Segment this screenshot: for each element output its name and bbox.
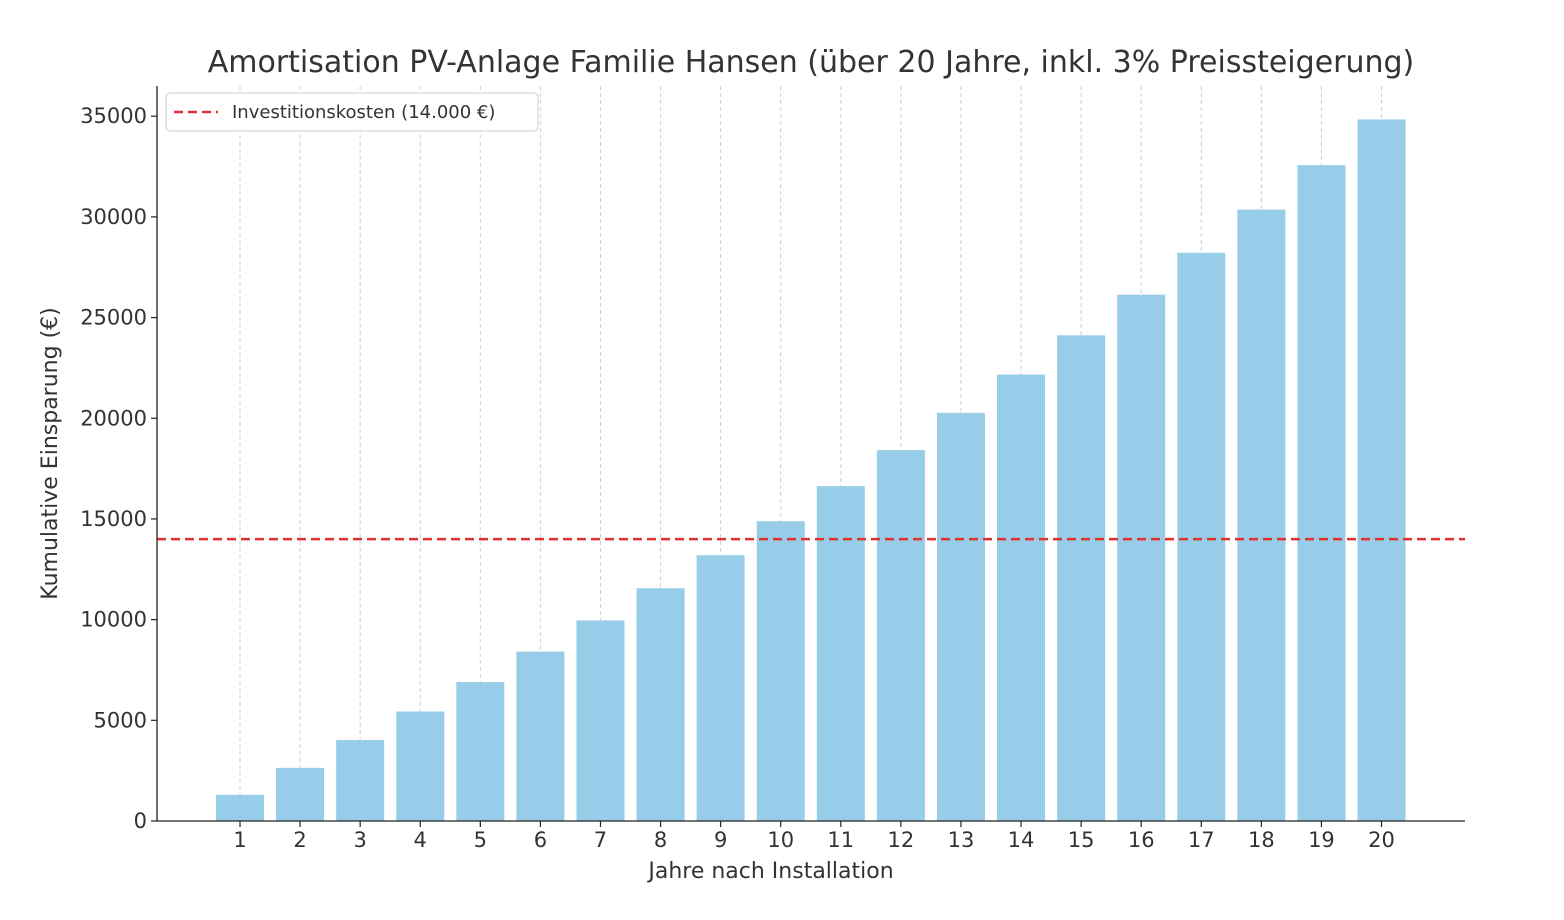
x-axis-label: Jahre nach Installation bbox=[646, 859, 893, 884]
x-tick-label: 20 bbox=[1368, 828, 1395, 852]
bar-year-12 bbox=[876, 450, 925, 821]
bar-year-11 bbox=[816, 486, 865, 821]
y-tick-labels: 0 5000 10000 15000 20000 25000 30000 35000 bbox=[80, 104, 147, 833]
x-tick-label: 9 bbox=[714, 828, 727, 852]
bar-year-6 bbox=[516, 651, 565, 821]
bar-year-14 bbox=[997, 374, 1046, 821]
bar-year-1 bbox=[216, 794, 264, 821]
bar-year-15 bbox=[1057, 335, 1106, 821]
x-tick-label: 17 bbox=[1188, 828, 1215, 852]
x-tick-label: 18 bbox=[1248, 828, 1275, 852]
y-tick-label: 15000 bbox=[80, 507, 147, 531]
bar-year-17 bbox=[1177, 252, 1226, 821]
chart-title: Amortisation PV-Anlage Familie Hansen (ü… bbox=[208, 45, 1415, 80]
y-axis-label: Kumulative Einsparung (€) bbox=[38, 307, 63, 599]
x-tick-label: 14 bbox=[1008, 828, 1035, 852]
bar-year-7 bbox=[576, 620, 625, 821]
axes bbox=[151, 86, 1465, 827]
bar-year-8 bbox=[636, 588, 685, 821]
bar-year-16 bbox=[1117, 294, 1166, 822]
y-tick-label: 0 bbox=[134, 809, 147, 833]
x-tick-label: 12 bbox=[888, 828, 915, 852]
x-tick-label: 8 bbox=[654, 828, 667, 852]
x-tick-label: 7 bbox=[594, 828, 607, 852]
x-tick-label: 15 bbox=[1068, 828, 1095, 852]
x-tick-label: 3 bbox=[353, 828, 366, 852]
bar-year-20 bbox=[1357, 119, 1406, 822]
bar-year-13 bbox=[936, 412, 985, 821]
x-tick-label: 5 bbox=[474, 828, 487, 852]
x-tick-label: 6 bbox=[534, 828, 547, 852]
bar-year-9 bbox=[696, 555, 745, 821]
x-tick-label: 1 bbox=[233, 828, 246, 852]
legend: Investitionskosten (14.000 €) bbox=[165, 92, 539, 132]
y-tick-label: 5000 bbox=[94, 708, 147, 732]
y-tick-label: 35000 bbox=[80, 104, 147, 128]
bar-year-5 bbox=[456, 682, 505, 821]
y-tick-label: 25000 bbox=[80, 306, 147, 330]
x-tick-label: 13 bbox=[948, 828, 975, 852]
y-tick-label: 20000 bbox=[80, 406, 147, 430]
x-tick-label: 4 bbox=[414, 828, 427, 852]
bar-series bbox=[216, 119, 1406, 822]
bar-year-4 bbox=[396, 711, 445, 821]
y-tick-label: 30000 bbox=[80, 205, 147, 229]
bar-year-3 bbox=[336, 740, 385, 821]
bar-year-2 bbox=[276, 767, 325, 821]
bar-year-18 bbox=[1237, 209, 1286, 821]
x-tick-label: 10 bbox=[767, 828, 794, 852]
x-tick-labels: 1 2 3 4 5 6 7 8 9 10 11 12 13 14 15 16 17 18 19 20 bbox=[233, 828, 1395, 852]
bar-year-19 bbox=[1297, 165, 1346, 821]
legend-label: Investitionskosten (14.000 €) bbox=[232, 102, 495, 123]
x-tick-label: 16 bbox=[1128, 828, 1155, 852]
bar-year-10 bbox=[756, 521, 805, 821]
y-tick-label: 10000 bbox=[80, 608, 147, 632]
x-tick-label: 19 bbox=[1308, 828, 1335, 852]
x-tick-label: 11 bbox=[827, 828, 854, 852]
legend-box bbox=[165, 92, 539, 132]
x-tick-label: 2 bbox=[293, 828, 306, 852]
